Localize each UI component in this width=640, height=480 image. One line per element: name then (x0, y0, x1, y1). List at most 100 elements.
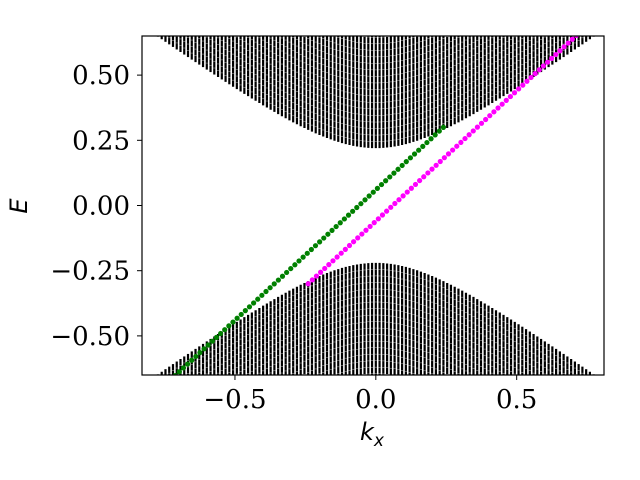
series-2-point (433, 162, 439, 168)
series-1-point (148, 396, 153, 401)
series-2-point (511, 90, 518, 96)
series-1-point (193, 353, 199, 360)
plot-area (148, 10, 604, 401)
series-1-point (184, 361, 191, 367)
series-1-point (345, 212, 352, 218)
series-2-point (540, 63, 547, 69)
series-1-point (246, 304, 253, 310)
series-2-point (503, 97, 509, 103)
series-2-point (586, 21, 591, 26)
series-1-point (337, 220, 343, 226)
series-1-point (292, 262, 298, 268)
series-2-point (388, 204, 394, 210)
series-1-point (284, 269, 290, 276)
series-2-point (334, 254, 340, 260)
bulk-bands (156, 36, 595, 375)
series-2-point (417, 177, 423, 184)
series-2-point (495, 105, 501, 111)
series-2-point (462, 135, 468, 142)
series-1-point (424, 139, 430, 146)
series-2-point (309, 277, 315, 283)
series-2-point (429, 166, 435, 172)
series-2-point (445, 151, 452, 157)
series-1-point (304, 250, 310, 256)
series-2-point (569, 36, 575, 42)
series-2-point (478, 120, 485, 126)
series-1-point (420, 143, 426, 149)
series-2-point (342, 246, 348, 252)
x-axis-label: kx (360, 418, 385, 451)
series-2-point (425, 170, 431, 176)
series-1-point (399, 162, 405, 169)
series-2-point (557, 48, 563, 54)
series-2-point (404, 189, 410, 195)
series-1-point (251, 300, 257, 306)
x-tick-label: 0.0 (355, 385, 396, 415)
series-2-point (474, 124, 480, 130)
series-1-point (416, 147, 422, 153)
series-2-point (412, 181, 419, 188)
series-2-point (363, 227, 369, 233)
series-1-point (222, 327, 228, 333)
series-1-point (341, 216, 347, 222)
series-1-point (156, 388, 161, 393)
series-1-point (395, 166, 401, 172)
series-2-point (384, 208, 390, 214)
series-1-point (164, 381, 169, 386)
y-tick-label: 0.50 (72, 61, 130, 91)
series-2-point (346, 242, 353, 249)
series-1-point (387, 174, 393, 180)
series-1-point (197, 350, 203, 356)
series-2-point (350, 239, 357, 245)
series-1-point (267, 285, 273, 291)
series-2-point (578, 29, 583, 34)
series-2-point (359, 231, 365, 237)
series-2-point (305, 281, 311, 287)
y-tick-label: 0.00 (72, 192, 130, 222)
series-2-point (355, 235, 361, 241)
series-2-point (454, 143, 460, 149)
series-1-point (370, 189, 376, 195)
series-2-point (553, 51, 559, 58)
series-2-point (561, 44, 567, 50)
series-1-point (205, 342, 211, 348)
series-1-point (271, 281, 277, 287)
series-1-point (209, 338, 215, 344)
series-1-point (374, 185, 381, 191)
series-2-point (491, 109, 497, 115)
series-2-point (392, 200, 398, 207)
series-1-point (160, 384, 165, 389)
series-1-point (180, 365, 187, 371)
series-1-point (362, 197, 368, 203)
series-1-point (436, 128, 442, 134)
series-2-point (450, 147, 456, 153)
series-2-point (544, 59, 551, 65)
series-2-point (582, 25, 587, 30)
series-2-point (532, 71, 538, 77)
series-1-point (383, 178, 389, 184)
y-tick-label: −0.50 (50, 322, 130, 352)
series-1-point (350, 208, 356, 214)
series-2-point (565, 40, 571, 46)
series-2-point (437, 158, 443, 165)
series-2-point (499, 101, 505, 107)
series-2-point (599, 10, 604, 15)
series-1-point (275, 277, 281, 283)
series-2-point (520, 82, 526, 88)
series-1-point (226, 323, 232, 329)
series-1-point (263, 288, 269, 295)
series-2-point (487, 113, 493, 119)
series-1-point (242, 308, 248, 314)
x-tick-label: 0.5 (496, 385, 537, 415)
series-1-point (325, 231, 331, 237)
series-1-point (378, 181, 385, 188)
series-1-point (358, 201, 364, 207)
series-2-point (338, 250, 344, 256)
series-2-point (594, 14, 599, 19)
series-1-point (213, 334, 220, 340)
x-tick-label: −0.5 (203, 385, 266, 415)
series-2-point (421, 174, 427, 180)
series-2-point (400, 193, 406, 199)
series-2-point (470, 128, 476, 134)
series-2-point (549, 55, 555, 61)
